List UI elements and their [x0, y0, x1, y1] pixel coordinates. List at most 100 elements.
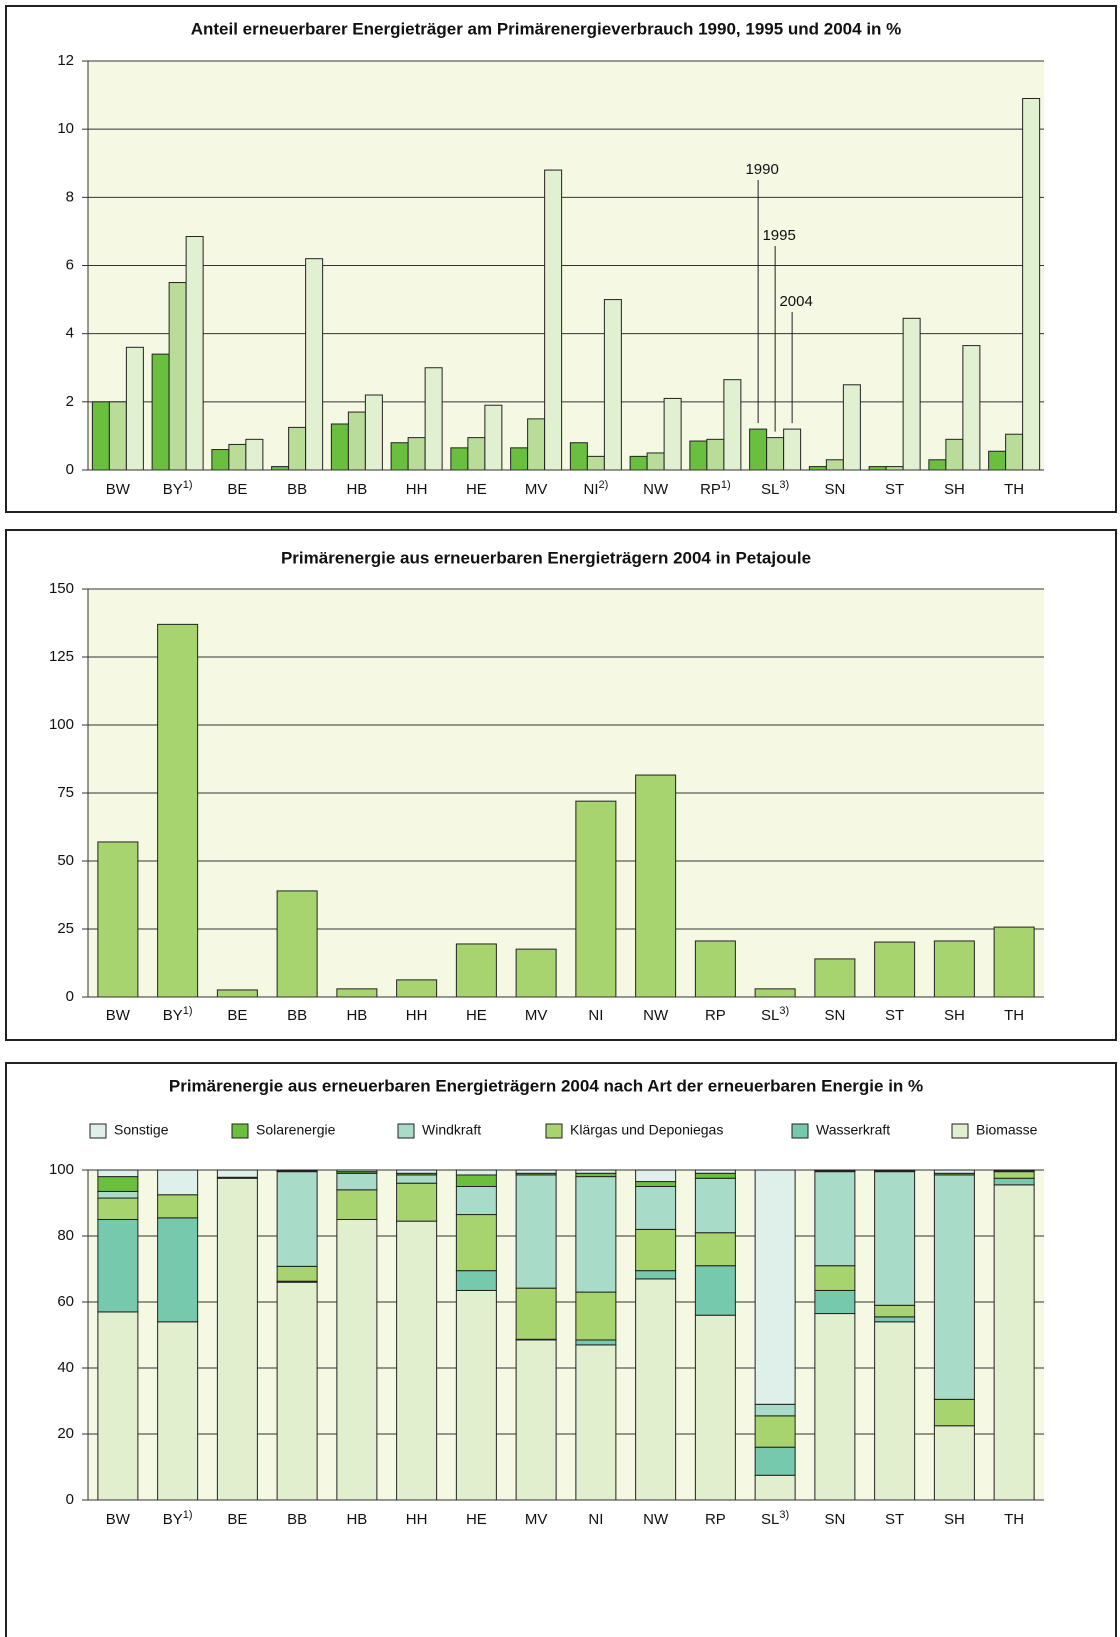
- x-tick-label: RP: [705, 1511, 726, 1528]
- bar-segment: [694, 1314, 736, 1501]
- bar: [245, 438, 264, 471]
- y-tick-label: 80: [57, 1227, 74, 1244]
- x-tick-label: HH: [406, 481, 428, 498]
- bar-segment: [814, 1169, 856, 1172]
- y-tick-label: 40: [57, 1359, 74, 1376]
- bar: [157, 623, 199, 998]
- bar-segment: [97, 1169, 139, 1178]
- x-tick-label: BW: [106, 1007, 131, 1024]
- y-tick-label: 100: [49, 716, 74, 733]
- bar: [97, 841, 139, 998]
- bar: [336, 988, 378, 998]
- x-tick-label: SN: [824, 1007, 845, 1024]
- bar-segment: [157, 1321, 199, 1501]
- x-tick-label: HH: [406, 1511, 428, 1528]
- chart-title: Anteil erneuerbarer Energieträger am Pri…: [191, 19, 902, 38]
- bar-segment: [933, 1425, 975, 1501]
- x-tick-label: RP1): [700, 479, 731, 498]
- bar: [569, 442, 588, 471]
- bar-segment: [157, 1217, 199, 1323]
- bar-segment: [396, 1220, 438, 1501]
- bar: [783, 428, 802, 471]
- bar-segment: [216, 1177, 258, 1501]
- bar: [902, 317, 921, 471]
- bar-segment: [276, 1171, 318, 1267]
- bar-segment: [874, 1171, 916, 1306]
- bar-segment: [874, 1304, 916, 1318]
- y-tick-label: 10: [57, 120, 74, 137]
- legend-swatch: [791, 1123, 809, 1139]
- bar-segment: [336, 1169, 378, 1173]
- x-tick-label: HB: [346, 1511, 367, 1528]
- y-tick-label: 6: [66, 256, 74, 273]
- bar-segment: [754, 1415, 796, 1448]
- bar-segment: [874, 1169, 916, 1172]
- bar-segment: [993, 1184, 1035, 1501]
- bar: [91, 401, 110, 471]
- bar: [945, 438, 964, 471]
- y-tick-label: 8: [66, 188, 74, 205]
- bar: [450, 447, 469, 471]
- legend-swatch: [397, 1123, 415, 1139]
- x-tick-label: RP: [705, 1007, 726, 1024]
- bar: [575, 800, 617, 998]
- legend-label: Klärgas und Deponiegas: [570, 1122, 723, 1138]
- x-tick-label: TH: [1004, 481, 1024, 498]
- legend-swatch: [545, 1123, 563, 1139]
- bar-segment: [694, 1232, 736, 1267]
- bar: [330, 423, 349, 471]
- x-tick-label: ST: [885, 481, 904, 498]
- y-tick-label: 25: [57, 920, 74, 937]
- bar-segment: [515, 1339, 557, 1501]
- x-tick-label: HE: [466, 1511, 487, 1528]
- y-tick-label: 150: [49, 580, 74, 597]
- x-tick-label: BY1): [163, 479, 193, 498]
- bar-segment: [515, 1174, 557, 1289]
- bar-segment: [635, 1186, 677, 1230]
- bar: [125, 346, 144, 471]
- bar-segment: [336, 1189, 378, 1221]
- y-tick-label: 60: [57, 1293, 74, 1310]
- y-tick-label: 0: [66, 988, 74, 1005]
- x-tick-label: BW: [106, 1511, 131, 1528]
- y-tick-label: 4: [66, 325, 74, 342]
- bar-segment: [814, 1313, 856, 1501]
- bar-segment: [635, 1278, 677, 1501]
- bar: [814, 958, 856, 998]
- x-tick-label: SH: [944, 1511, 965, 1528]
- y-tick-label: 50: [57, 852, 74, 869]
- bar-segment: [933, 1174, 975, 1400]
- bar: [424, 367, 443, 471]
- bar-segment: [97, 1219, 139, 1313]
- bar-segment: [575, 1344, 617, 1501]
- legend-label: Biomasse: [976, 1122, 1038, 1138]
- x-tick-label: TH: [1004, 1511, 1024, 1528]
- bar-segment: [276, 1265, 318, 1282]
- bar: [689, 440, 708, 471]
- y-tick-label: 0: [66, 1491, 74, 1508]
- bar-segment: [814, 1289, 856, 1315]
- bar: [603, 299, 622, 471]
- bar-segment: [814, 1171, 856, 1267]
- x-tick-label: ST: [885, 1511, 904, 1528]
- x-tick-label: HB: [346, 1007, 367, 1024]
- bar: [467, 437, 486, 471]
- chart-title: Primärenergie aus erneuerbaren Energietr…: [169, 1076, 923, 1095]
- legend-label: Windkraft: [422, 1122, 481, 1138]
- bar-segment: [276, 1169, 318, 1172]
- x-tick-label: MV: [525, 1511, 548, 1528]
- bar: [527, 418, 546, 471]
- bar: [885, 466, 904, 471]
- bar: [211, 449, 230, 471]
- bar: [646, 452, 665, 471]
- y-tick-label: 12: [57, 52, 74, 69]
- legend-label: Sonstige: [114, 1122, 169, 1138]
- legend-swatch: [89, 1123, 107, 1139]
- x-tick-label: NI: [588, 1007, 603, 1024]
- x-tick-label: BY1): [163, 1509, 193, 1528]
- x-tick-label: ST: [885, 1007, 904, 1024]
- chart-title: Primärenergie aus erneuerbaren Energietr…: [281, 548, 811, 567]
- y-tick-label: 2: [66, 393, 74, 410]
- x-tick-label: NW: [643, 1511, 669, 1528]
- x-tick-label: SN: [824, 1511, 845, 1528]
